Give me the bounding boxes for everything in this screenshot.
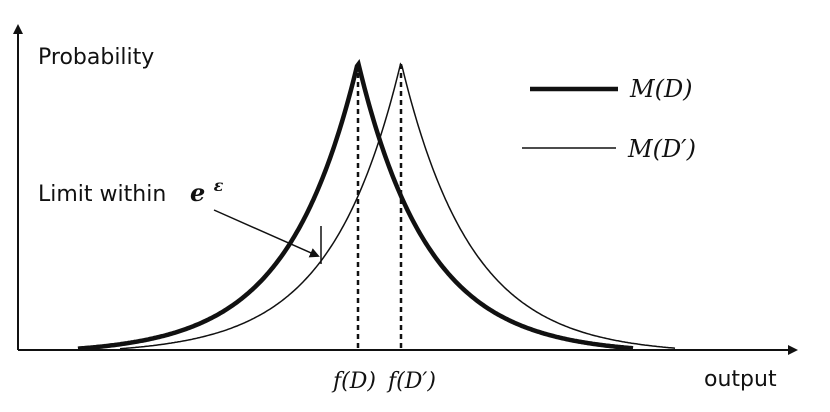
annotation-math-base: e	[190, 178, 205, 207]
annotation: Limit within e ε	[38, 176, 322, 264]
legend-label-md-prime: M(D′)	[627, 135, 696, 163]
legend: M(D) M(D′)	[522, 75, 696, 163]
annotation-leader-line	[213, 209, 320, 258]
tick-label-fDprime: f(D′)	[386, 369, 436, 394]
curve-md-prime	[119, 62, 676, 350]
y-axis-label: Probability	[38, 45, 154, 70]
annotation-text: Limit within	[38, 182, 166, 207]
tick-label-fD: f(D)	[331, 369, 376, 394]
legend-label-md: M(D)	[629, 75, 693, 103]
x-axis-label: output	[704, 367, 777, 392]
annotation-math-sup: ε	[214, 176, 224, 195]
annotation-math: e ε	[190, 176, 224, 207]
curve-md	[77, 58, 634, 351]
